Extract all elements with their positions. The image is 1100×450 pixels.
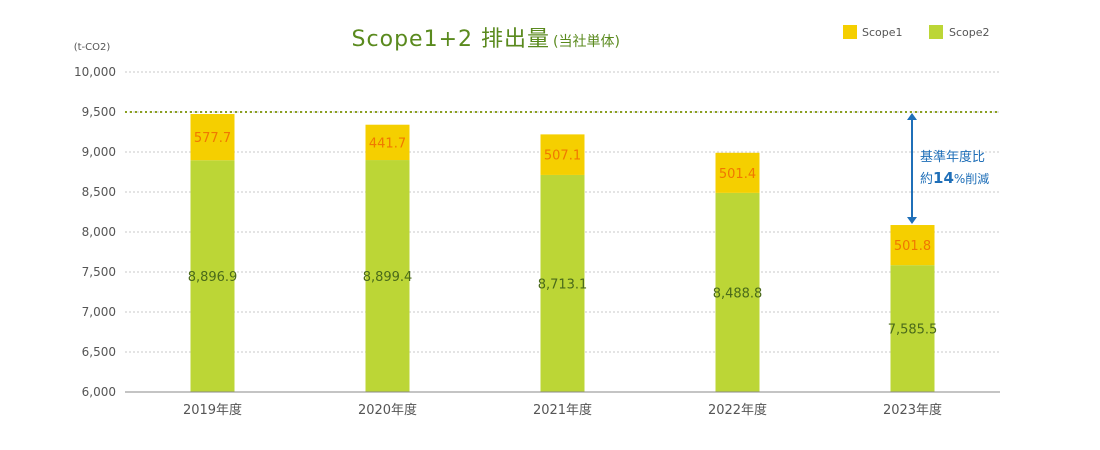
bar-scope1 — [890, 225, 935, 266]
y-tick-label: 7,500 — [82, 265, 116, 279]
x-tick-label: 2021年度 — [533, 402, 592, 418]
legend-swatch-scope1 — [843, 25, 857, 39]
annotation-line1: 基準年度比 — [920, 149, 985, 165]
legend: Scope1 Scope2 — [843, 25, 990, 39]
x-tick-label: 2022年度 — [708, 402, 767, 418]
data-label-scope1: 501.8 — [894, 239, 931, 254]
legend-swatch-scope2 — [929, 25, 943, 39]
annotation-line2: 約14%削減 — [920, 169, 989, 187]
y-tick-label: 9,000 — [82, 145, 116, 159]
data-label-scope1: 577.7 — [194, 131, 231, 146]
y-tick-label: 8,500 — [82, 185, 116, 199]
data-label-scope2: 8,899.4 — [363, 270, 413, 285]
bar-scope1 — [190, 114, 235, 161]
data-label-scope1: 507.1 — [544, 149, 581, 164]
y-tick-label: 7,000 — [82, 305, 116, 319]
chart-title: Scope1+2 排出量 — [352, 27, 550, 52]
bar-series: 577.7 8,896.9 441.7 8,899.4 507.1 8,713.1 501.… — [188, 114, 938, 392]
data-label-scope2: 8,713.1 — [538, 277, 588, 292]
y-tick-label: 9,500 — [82, 105, 116, 119]
bar-scope1 — [540, 134, 585, 175]
y-axis: 6,000 6,500 7,000 7,500 8,000 8,500 9,000 9,500… — [74, 65, 116, 399]
bar-scope2 — [540, 174, 585, 392]
data-label-scope2: 8,488.8 — [713, 286, 763, 301]
legend-label-scope1: Scope1 — [862, 26, 903, 39]
bar-scope2 — [365, 160, 410, 392]
bar-scope2 — [715, 192, 760, 392]
y-unit-label: (t-CO2) — [74, 42, 111, 53]
legend-label-scope2: Scope2 — [949, 26, 990, 39]
y-tick-label: 6,000 — [82, 385, 116, 399]
chart-title-suffix: (当社単体) — [553, 34, 620, 50]
data-label-scope2: 8,896.9 — [188, 270, 238, 285]
bar-scope2 — [190, 160, 235, 392]
data-label-scope1: 441.7 — [369, 136, 406, 151]
bar-scope1 — [365, 124, 410, 161]
y-tick-label: 8,000 — [82, 225, 116, 239]
x-axis: 2019年度 2020年度 2021年度 2022年度 2023年度 — [125, 391, 1000, 418]
y-tick-label: 6,500 — [82, 345, 116, 359]
annotation-arrowhead-down — [907, 217, 917, 225]
x-tick-label: 2020年度 — [358, 402, 417, 418]
data-label-scope1: 501.4 — [719, 167, 756, 182]
y-tick-label: 10,000 — [74, 65, 116, 79]
bar-scope1 — [715, 152, 760, 193]
bar-scope2 — [890, 265, 935, 392]
data-label-scope2: 7,585.5 — [888, 323, 938, 338]
x-tick-label: 2023年度 — [883, 402, 942, 418]
x-tick-label: 2019年度 — [183, 402, 242, 418]
annotation-arrowhead-up — [907, 113, 917, 120]
